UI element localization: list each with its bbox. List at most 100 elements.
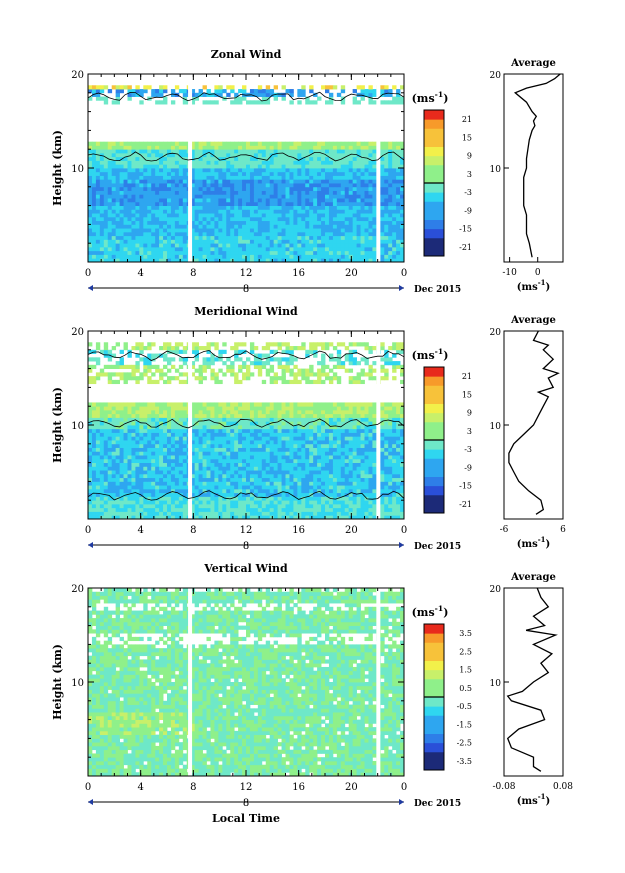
heatmap-cell <box>384 171 389 176</box>
heatmap-cell <box>242 443 247 448</box>
heatmap-cell <box>257 466 263 471</box>
heatmap-cell <box>388 243 393 248</box>
heatmap-cell <box>123 488 128 494</box>
heatmap-cell <box>230 466 235 471</box>
heatmap-cell <box>301 503 306 509</box>
heatmap-cell <box>301 254 306 259</box>
heatmap-cell <box>218 250 223 255</box>
heatmap-cell <box>356 447 361 452</box>
heatmap-cell <box>178 179 184 184</box>
heatmap-cell <box>99 458 105 463</box>
heatmap-cell <box>372 470 377 475</box>
heatmap-cell <box>265 145 271 150</box>
heatmap-cell <box>222 440 227 445</box>
heatmap-cell <box>289 183 294 188</box>
heatmap-cell <box>352 436 357 441</box>
heatmap-cell <box>135 171 140 176</box>
heatmap-cell <box>143 451 148 456</box>
heatmap-cell <box>139 455 144 460</box>
heatmap-cell <box>103 100 109 105</box>
heatmap-cell <box>356 466 361 471</box>
heatmap-cell <box>202 250 207 255</box>
heatmap-cell <box>230 213 235 218</box>
heatmap-cell <box>269 194 275 199</box>
heatmap-cell <box>360 470 365 475</box>
heatmap-cell <box>396 477 401 482</box>
heatmap-cell <box>340 507 346 512</box>
heatmap-cell <box>325 246 330 252</box>
heatmap-cell <box>123 164 128 169</box>
heatmap-cell <box>384 496 389 501</box>
heatmap-cell <box>143 503 148 509</box>
heatmap-cell <box>178 168 184 173</box>
heatmap-cell <box>218 500 223 505</box>
heatmap-cell <box>234 220 239 225</box>
heatmap-cell <box>155 168 160 173</box>
heatmap-cell <box>115 164 120 169</box>
heatmap-cell <box>368 224 373 229</box>
heatmap-cell <box>313 432 318 437</box>
heatmap-cell <box>115 503 120 509</box>
heatmap-cell <box>261 447 267 452</box>
heatmap-cell <box>301 235 306 240</box>
heatmap-cell <box>167 205 172 210</box>
heatmap-cell <box>131 224 136 229</box>
heatmap-cell <box>123 186 128 191</box>
heatmap-cell <box>281 515 286 520</box>
heatmap-cell <box>321 488 326 494</box>
heatmap-cell <box>392 503 397 509</box>
heatmap-cell <box>305 503 310 509</box>
heatmap-cell <box>131 198 136 203</box>
heatmap-cell <box>115 231 120 237</box>
heatmap-cell <box>167 511 172 516</box>
heatmap-cell <box>95 511 101 516</box>
heatmap-cell <box>340 243 346 248</box>
heatmap-cell <box>230 209 235 214</box>
heatmap-cell <box>135 507 140 512</box>
heatmap-cell <box>368 183 373 188</box>
heatmap-cell <box>147 160 152 165</box>
heatmap-cell <box>226 477 231 482</box>
heatmap-cell <box>182 428 188 433</box>
heatmap-cell <box>297 477 302 482</box>
heatmap-cell <box>194 213 199 218</box>
heatmap-cell <box>313 213 318 218</box>
heatmap-cell <box>238 462 243 467</box>
heatmap-cell <box>230 511 235 516</box>
heatmap-cell <box>372 152 377 158</box>
heatmap-cell <box>273 436 278 441</box>
heatmap-cell <box>159 85 164 90</box>
heatmap-cell <box>107 243 113 248</box>
heatmap-cell <box>384 213 389 218</box>
heatmap-cell <box>230 246 235 252</box>
heatmap-cell <box>155 152 160 158</box>
heatmap-cell <box>269 488 275 494</box>
heatmap-cell <box>384 186 389 191</box>
heatmap-cell <box>317 205 322 210</box>
heatmap-cell <box>123 436 128 441</box>
heatmap-cell <box>396 156 401 161</box>
heatmap-cell <box>281 175 286 180</box>
heatmap-cell <box>167 179 172 184</box>
heatmap-cell <box>222 145 227 150</box>
heatmap-cell <box>234 141 239 146</box>
heatmap-cell <box>352 239 357 244</box>
heatmap-cell <box>139 488 144 494</box>
heatmap-cell <box>115 198 120 203</box>
heatmap-cell <box>143 488 148 494</box>
heatmap-cell <box>309 440 314 445</box>
heatmap-cell <box>253 458 259 463</box>
heatmap-cell <box>364 451 369 456</box>
heatmap-cell <box>313 246 318 252</box>
heatmap-cell <box>198 194 203 199</box>
heatmap-cell <box>368 145 373 150</box>
heatmap-cell <box>297 156 302 161</box>
heatmap-cell <box>135 477 140 482</box>
heatmap-cell <box>352 470 357 475</box>
heatmap-cell <box>246 250 251 255</box>
heatmap-cell <box>368 156 373 161</box>
heatmap-cell <box>95 481 101 486</box>
heatmap-cell <box>372 168 377 173</box>
heatmap-cell <box>190 447 196 452</box>
heatmap-cell <box>297 258 302 263</box>
